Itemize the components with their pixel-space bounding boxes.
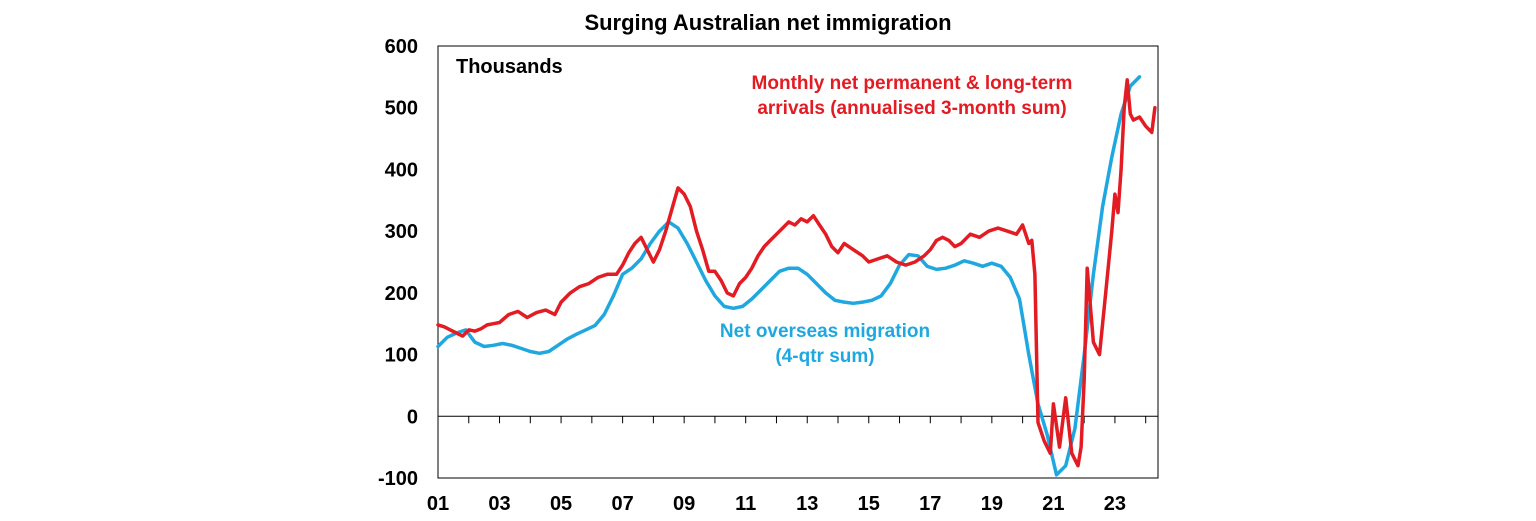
- series-label-arrivals: arrivals (annualised 3-month sum): [757, 98, 1066, 119]
- y-tick-label: 600: [385, 36, 418, 58]
- x-tick-label: 21: [1042, 493, 1064, 515]
- x-tick-label: 07: [611, 493, 633, 515]
- x-tick-label: 05: [550, 493, 572, 515]
- series-layer: [436, 75, 1157, 477]
- x-tick-label: 09: [673, 493, 695, 515]
- series-label-nom: (4-qtr sum): [775, 346, 874, 367]
- chart-title: Surging Australian net immigration: [584, 10, 951, 35]
- y-axis: 600 500 400 300 200 100 0 -100: [378, 36, 418, 490]
- series-labels: Monthly net permanent & long-term arrival…: [720, 73, 1073, 367]
- x-tick-label: 01: [427, 493, 449, 515]
- y-tick-label: 300: [385, 221, 418, 243]
- x-tick-label: 13: [796, 493, 818, 515]
- x-tick-label: 17: [919, 493, 941, 515]
- y-tick-label: 500: [385, 98, 418, 120]
- x-tick-label: 23: [1104, 493, 1126, 515]
- series-line-arrivals: [436, 78, 1157, 468]
- unit-label: Thousands: [456, 56, 563, 78]
- y-tick-label: 100: [385, 345, 418, 367]
- y-tick-label: 200: [385, 283, 418, 305]
- x-tick-label: 15: [858, 493, 880, 515]
- series-line-nom: [436, 75, 1142, 477]
- plot-frame: [437, 45, 1159, 479]
- series-label-nom: Net overseas migration: [720, 321, 930, 342]
- x-tick-label: 19: [981, 493, 1003, 515]
- x-tick-label: 11: [735, 493, 756, 515]
- x-axis: 01 03 05 07 09 11 13 15 17 19 21 23: [427, 416, 1147, 515]
- series-label-arrivals: Monthly net permanent & long-term: [752, 73, 1073, 94]
- y-tick-label: 400: [385, 159, 418, 181]
- y-tick-label: 0: [407, 406, 418, 428]
- y-tick-label: -100: [378, 468, 418, 490]
- x-tick-label: 03: [488, 493, 510, 515]
